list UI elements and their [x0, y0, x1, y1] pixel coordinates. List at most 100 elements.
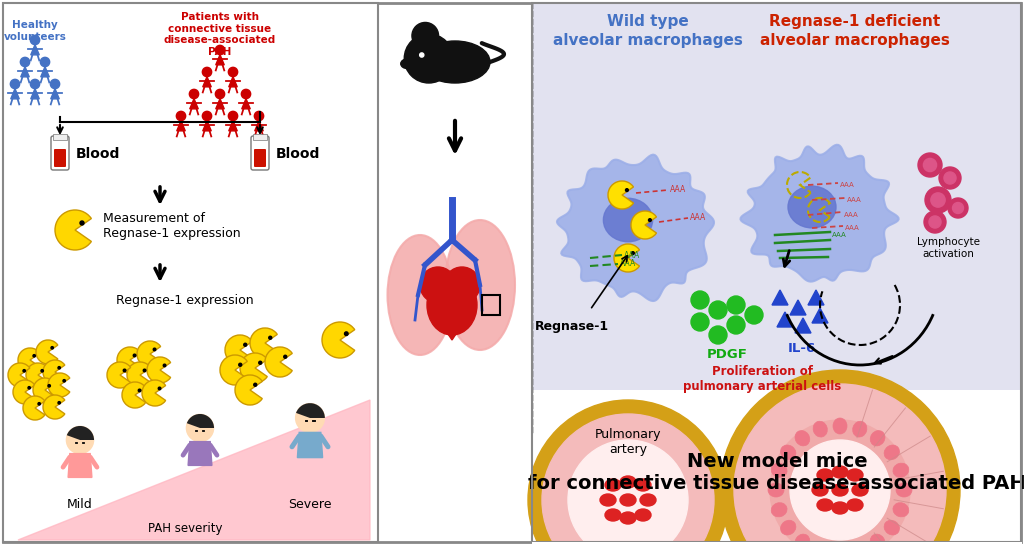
Circle shape [931, 193, 945, 207]
Polygon shape [557, 155, 714, 301]
Circle shape [33, 355, 36, 357]
Wedge shape [13, 380, 35, 404]
Text: Regnase-1: Regnase-1 [535, 320, 609, 333]
Text: Regnase-1 expression: Regnase-1 expression [116, 294, 254, 307]
Bar [532, 3, 1021, 435]
Wedge shape [8, 363, 30, 387]
Circle shape [944, 172, 956, 184]
Polygon shape [216, 99, 224, 109]
Wedge shape [147, 357, 171, 383]
Polygon shape [189, 99, 199, 109]
Polygon shape [255, 120, 263, 131]
Circle shape [254, 383, 257, 386]
Circle shape [215, 45, 224, 54]
Circle shape [691, 313, 709, 331]
Text: AAA: AAA [624, 251, 640, 259]
Circle shape [542, 414, 714, 545]
Ellipse shape [884, 445, 899, 460]
FancyBboxPatch shape [51, 136, 69, 170]
Circle shape [203, 111, 212, 120]
Polygon shape [812, 308, 828, 323]
Text: Measurement of
Regnase-1 expression: Measurement of Regnase-1 expression [103, 212, 241, 240]
Ellipse shape [780, 445, 796, 460]
Ellipse shape [831, 484, 848, 496]
Circle shape [51, 347, 53, 349]
Circle shape [939, 167, 961, 189]
Polygon shape [297, 432, 323, 458]
Bar [532, 390, 1021, 542]
Circle shape [259, 361, 262, 364]
Ellipse shape [817, 499, 833, 511]
Ellipse shape [847, 499, 863, 511]
Polygon shape [31, 45, 39, 55]
Wedge shape [322, 322, 354, 358]
Circle shape [709, 326, 727, 344]
Polygon shape [51, 89, 59, 99]
Polygon shape [216, 54, 224, 65]
Ellipse shape [831, 466, 848, 478]
Wedge shape [186, 414, 214, 428]
Text: Severe: Severe [288, 498, 332, 511]
Polygon shape [188, 441, 212, 465]
Ellipse shape [400, 59, 415, 69]
Bar [53, 134, 67, 140]
Circle shape [420, 53, 424, 57]
Circle shape [10, 80, 19, 89]
Circle shape [20, 57, 30, 66]
Ellipse shape [788, 186, 836, 228]
Circle shape [924, 159, 937, 172]
Ellipse shape [813, 421, 827, 437]
Ellipse shape [620, 512, 636, 524]
Wedge shape [33, 378, 55, 402]
Circle shape [244, 343, 247, 346]
Circle shape [254, 111, 263, 120]
Wedge shape [122, 382, 145, 408]
Circle shape [929, 216, 941, 228]
Circle shape [215, 89, 224, 99]
Text: Mild: Mild [68, 498, 93, 511]
Wedge shape [265, 347, 292, 377]
Circle shape [40, 57, 50, 66]
Ellipse shape [771, 463, 787, 477]
Wedge shape [127, 362, 151, 388]
Ellipse shape [605, 479, 621, 491]
Ellipse shape [620, 494, 636, 506]
Bar [482, 295, 500, 315]
Ellipse shape [768, 483, 784, 497]
Text: Pulmonary
artery: Pulmonary artery [595, 428, 662, 456]
Wedge shape [137, 341, 161, 367]
Ellipse shape [893, 502, 908, 517]
Ellipse shape [896, 483, 912, 497]
Circle shape [632, 252, 634, 255]
Text: AAA: AAA [844, 212, 859, 218]
Polygon shape [41, 66, 49, 77]
Circle shape [952, 203, 964, 214]
Circle shape [239, 364, 242, 366]
Circle shape [444, 267, 480, 303]
Circle shape [123, 369, 126, 372]
Circle shape [48, 385, 50, 387]
Ellipse shape [427, 275, 477, 335]
Circle shape [154, 348, 156, 351]
Polygon shape [740, 145, 899, 282]
Polygon shape [20, 66, 30, 77]
Text: AAA: AAA [847, 197, 862, 203]
Circle shape [709, 301, 727, 319]
Polygon shape [432, 310, 472, 340]
Wedge shape [234, 375, 262, 405]
Circle shape [918, 153, 942, 177]
Circle shape [133, 354, 136, 357]
Text: AAA: AAA [831, 232, 847, 238]
Text: IL-6: IL-6 [787, 342, 816, 355]
Circle shape [745, 306, 763, 324]
Ellipse shape [817, 469, 833, 481]
Text: PAH severity: PAH severity [147, 522, 222, 535]
Wedge shape [614, 244, 639, 272]
Circle shape [268, 336, 271, 339]
Ellipse shape [853, 543, 867, 545]
Text: Proliferation of
pulmonary arterial cells: Proliferation of pulmonary arterial cell… [683, 365, 841, 393]
Ellipse shape [884, 520, 899, 535]
Text: PDGF: PDGF [707, 348, 748, 361]
Ellipse shape [813, 543, 827, 545]
Polygon shape [177, 120, 185, 131]
